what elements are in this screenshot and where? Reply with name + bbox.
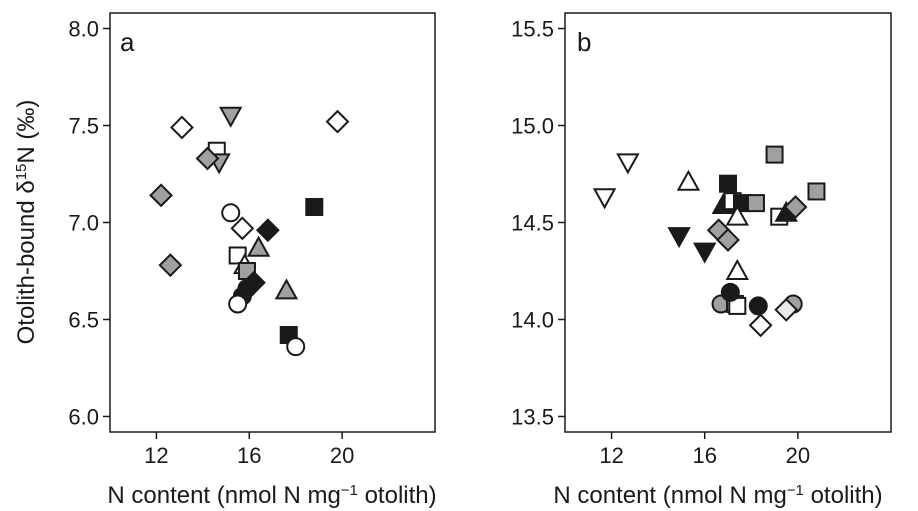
- x-title-sup-b: −1: [787, 482, 804, 499]
- data-point-diamond: [748, 313, 773, 338]
- x-tick-label: 12: [599, 443, 623, 468]
- data-point-diamond: [255, 218, 280, 243]
- x-title-tail-b: otolith): [804, 482, 883, 509]
- y-tick-label: 14.0: [511, 307, 554, 332]
- data-point-triangle-up: [274, 278, 299, 300]
- panel-b-x-axis-title: N content (nmol N mg−1 otolith): [553, 482, 882, 510]
- data-point-diamond: [230, 216, 255, 241]
- data-point-triangle-down: [667, 227, 691, 249]
- y-title-sup: 15: [13, 164, 30, 181]
- panel-b-label: b: [577, 27, 591, 57]
- panel-b-points: [592, 145, 826, 338]
- data-point-circle: [286, 337, 306, 357]
- data-point-diamond: [170, 115, 194, 140]
- panel-a: a 12 16 20 6.0 6.5 7.0 7.5 8.0 N content (nmol…: [13, 12, 437, 510]
- y-axis-title: Otolith-bound δ15N (‰): [13, 100, 41, 345]
- data-point-circle: [720, 282, 740, 302]
- data-point-square: [305, 197, 324, 216]
- data-point-triangle-down: [616, 153, 640, 175]
- data-point-diamond: [774, 297, 799, 322]
- y-tick-label: 6.0: [68, 404, 99, 429]
- data-point-square: [807, 182, 826, 201]
- y-tick-label: 8.0: [68, 17, 99, 42]
- y-tick-label: 14.5: [511, 211, 554, 236]
- y-title-tail: N (‰): [13, 100, 40, 164]
- data-point-square: [746, 194, 765, 213]
- y-tick-label: 7.0: [68, 211, 99, 236]
- data-point-triangle-up: [246, 235, 271, 257]
- panel-a-frame: [109, 12, 436, 433]
- data-point-square: [719, 174, 737, 193]
- data-point-circle: [221, 203, 241, 223]
- x-tick-label: 16: [692, 443, 716, 468]
- x-title-main-a: N content (nmol N mg: [107, 482, 340, 509]
- x-title-main-b: N content (nmol N mg: [553, 482, 786, 509]
- data-point-circle: [748, 296, 768, 316]
- panel-a-label: a: [120, 27, 135, 57]
- y-tick-label: 6.5: [68, 307, 99, 332]
- panel-a-y-axis: 6.0 6.5 7.0 7.5 8.0: [68, 17, 110, 429]
- data-point-circle: [228, 294, 248, 314]
- panel-a-x-axis-title: N content (nmol N mg−1 otolith): [107, 482, 436, 510]
- data-point-triangle-up: [725, 204, 750, 226]
- data-point-triangle-down: [592, 188, 617, 210]
- y-tick-label: 15.0: [511, 114, 554, 139]
- x-title-tail-a: otolith): [358, 482, 437, 509]
- x-tick-label: 12: [144, 443, 168, 468]
- x-tick-label: 20: [330, 443, 354, 468]
- data-point-diamond: [195, 146, 220, 171]
- data-point-square: [765, 145, 784, 164]
- panel-a-x-axis: 12 16 20: [144, 432, 354, 468]
- data-point-triangle-down: [693, 242, 717, 264]
- data-point-diamond: [325, 109, 350, 134]
- data-point-diamond: [158, 253, 183, 278]
- panel-b-y-axis: 13.5 14.0 14.5 15.0 15.5: [511, 17, 565, 429]
- data-point-triangle-down: [219, 106, 243, 128]
- data-point-diamond: [716, 228, 740, 252]
- x-tick-label: 16: [237, 443, 261, 468]
- panel-b: b 12 16 20 13.5 14.0 14.5 15.0 15.5 N content …: [511, 12, 892, 510]
- panel-b-x-axis: 12 16 20: [599, 432, 810, 468]
- y-tick-label: 13.5: [511, 404, 554, 429]
- panel-a-points: [149, 106, 350, 357]
- y-tick-label: 7.5: [68, 114, 99, 139]
- data-point-triangle-up: [676, 169, 701, 191]
- y-tick-label: 15.5: [511, 17, 554, 42]
- x-tick-label: 20: [786, 443, 810, 468]
- x-title-sup-a: −1: [341, 482, 358, 499]
- data-point-diamond: [783, 195, 808, 219]
- y-title-main: Otolith-bound δ: [13, 180, 40, 344]
- data-point-diamond: [149, 183, 173, 208]
- data-point-triangle-up: [725, 258, 750, 280]
